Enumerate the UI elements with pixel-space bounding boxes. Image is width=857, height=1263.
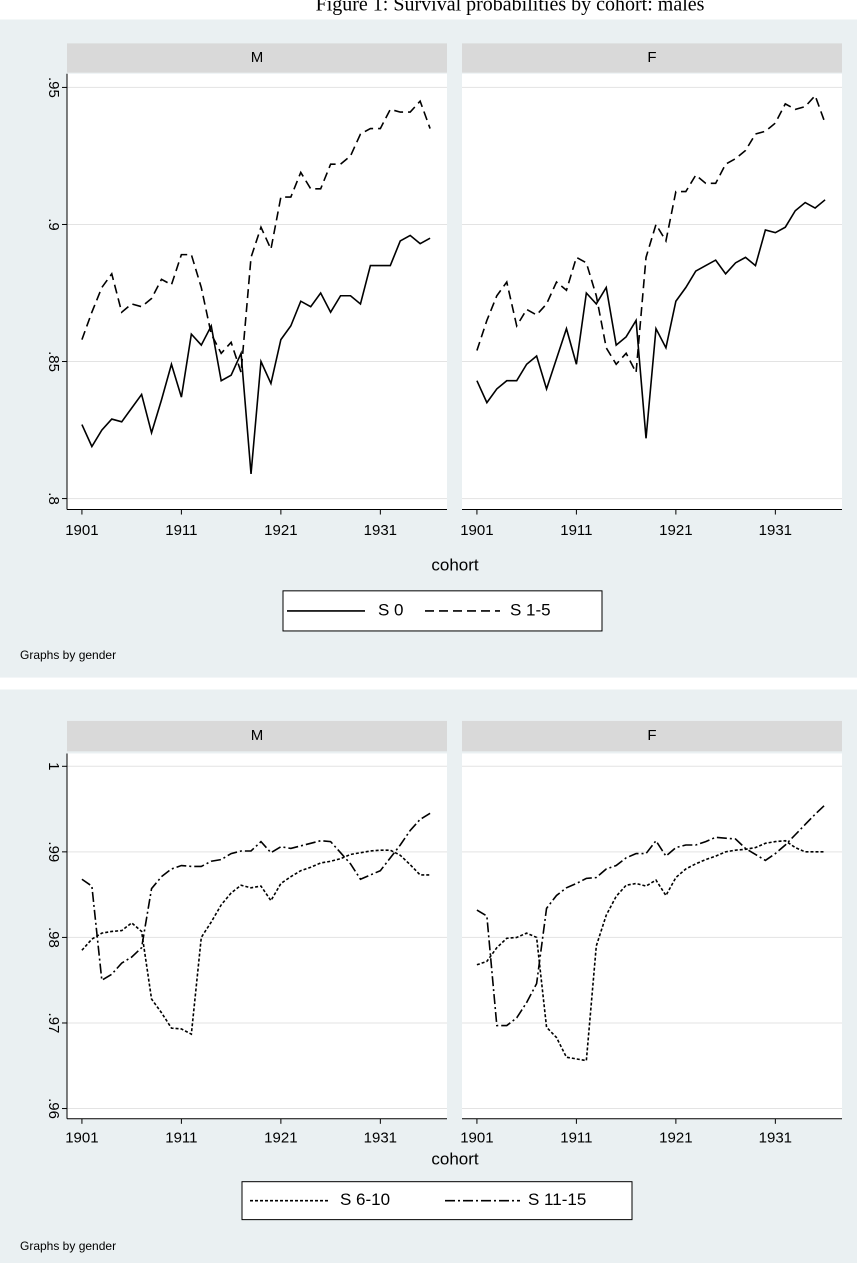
- note: Graphs by gender: [20, 648, 116, 662]
- series-line: [81, 234, 431, 474]
- x-tick-label: 1911: [165, 1129, 197, 1146]
- x-tick-label: 1901: [65, 522, 98, 539]
- x-tick-label: 1901: [460, 1129, 493, 1146]
- y-tick-label: .95: [45, 77, 62, 98]
- y-tick-label: .98: [45, 927, 62, 948]
- series-line: [476, 199, 826, 439]
- series-line: [81, 812, 431, 982]
- series-line: [476, 804, 826, 1027]
- y-tick-label: .97: [45, 1013, 62, 1034]
- page-title: Figure 1: Survival probabilities by coho…: [316, 0, 705, 16]
- x-tick-label: 1911: [165, 522, 197, 539]
- legend-label: S 6-10: [340, 1190, 390, 1209]
- y-tick-label: .85: [45, 351, 62, 372]
- x-tick-label: 1931: [364, 522, 397, 539]
- panel-header: [67, 43, 447, 73]
- x-tick-label: 1931: [364, 1129, 397, 1146]
- panel-title: F: [647, 727, 656, 744]
- x-axis-label: cohort: [431, 555, 479, 574]
- x-tick-label: 1901: [460, 522, 493, 539]
- series-line: [476, 94, 826, 376]
- panel-header: [462, 43, 842, 73]
- y-tick-label: .99: [45, 841, 62, 862]
- series-line: [81, 99, 431, 373]
- note: Graphs by gender: [20, 1239, 116, 1253]
- panel-title: M: [251, 727, 264, 744]
- legend-label: S 1-5: [510, 600, 551, 619]
- panel-header: [462, 720, 842, 752]
- x-tick-label: 1921: [264, 1129, 297, 1146]
- plot-area: [462, 73, 842, 510]
- y-tick-label: .8: [45, 492, 62, 505]
- x-tick-label: 1911: [560, 522, 592, 539]
- y-tick-label: 1: [45, 762, 62, 770]
- plot-area: [67, 73, 447, 510]
- x-tick-label: 1931: [759, 522, 792, 539]
- x-tick-label: 1921: [264, 522, 297, 539]
- series-line: [81, 849, 431, 1036]
- x-tick-label: 1921: [659, 1129, 692, 1146]
- y-tick-label: .9: [45, 218, 62, 231]
- plot-area: [462, 753, 842, 1119]
- plot-area: [67, 753, 447, 1119]
- legend-label: S 11-15: [528, 1190, 586, 1209]
- panel-title: M: [251, 49, 264, 66]
- x-tick-label: 1911: [560, 1129, 592, 1146]
- x-tick-label: 1931: [759, 1129, 792, 1146]
- legend-label: S 0: [378, 600, 404, 619]
- panel-title: F: [647, 49, 656, 66]
- x-axis-label: cohort: [431, 1149, 479, 1168]
- y-tick-label: .96: [45, 1098, 62, 1119]
- x-tick-label: 1901: [65, 1129, 98, 1146]
- panel-header: [67, 720, 447, 752]
- series-line: [476, 839, 826, 1062]
- x-tick-label: 1921: [659, 522, 692, 539]
